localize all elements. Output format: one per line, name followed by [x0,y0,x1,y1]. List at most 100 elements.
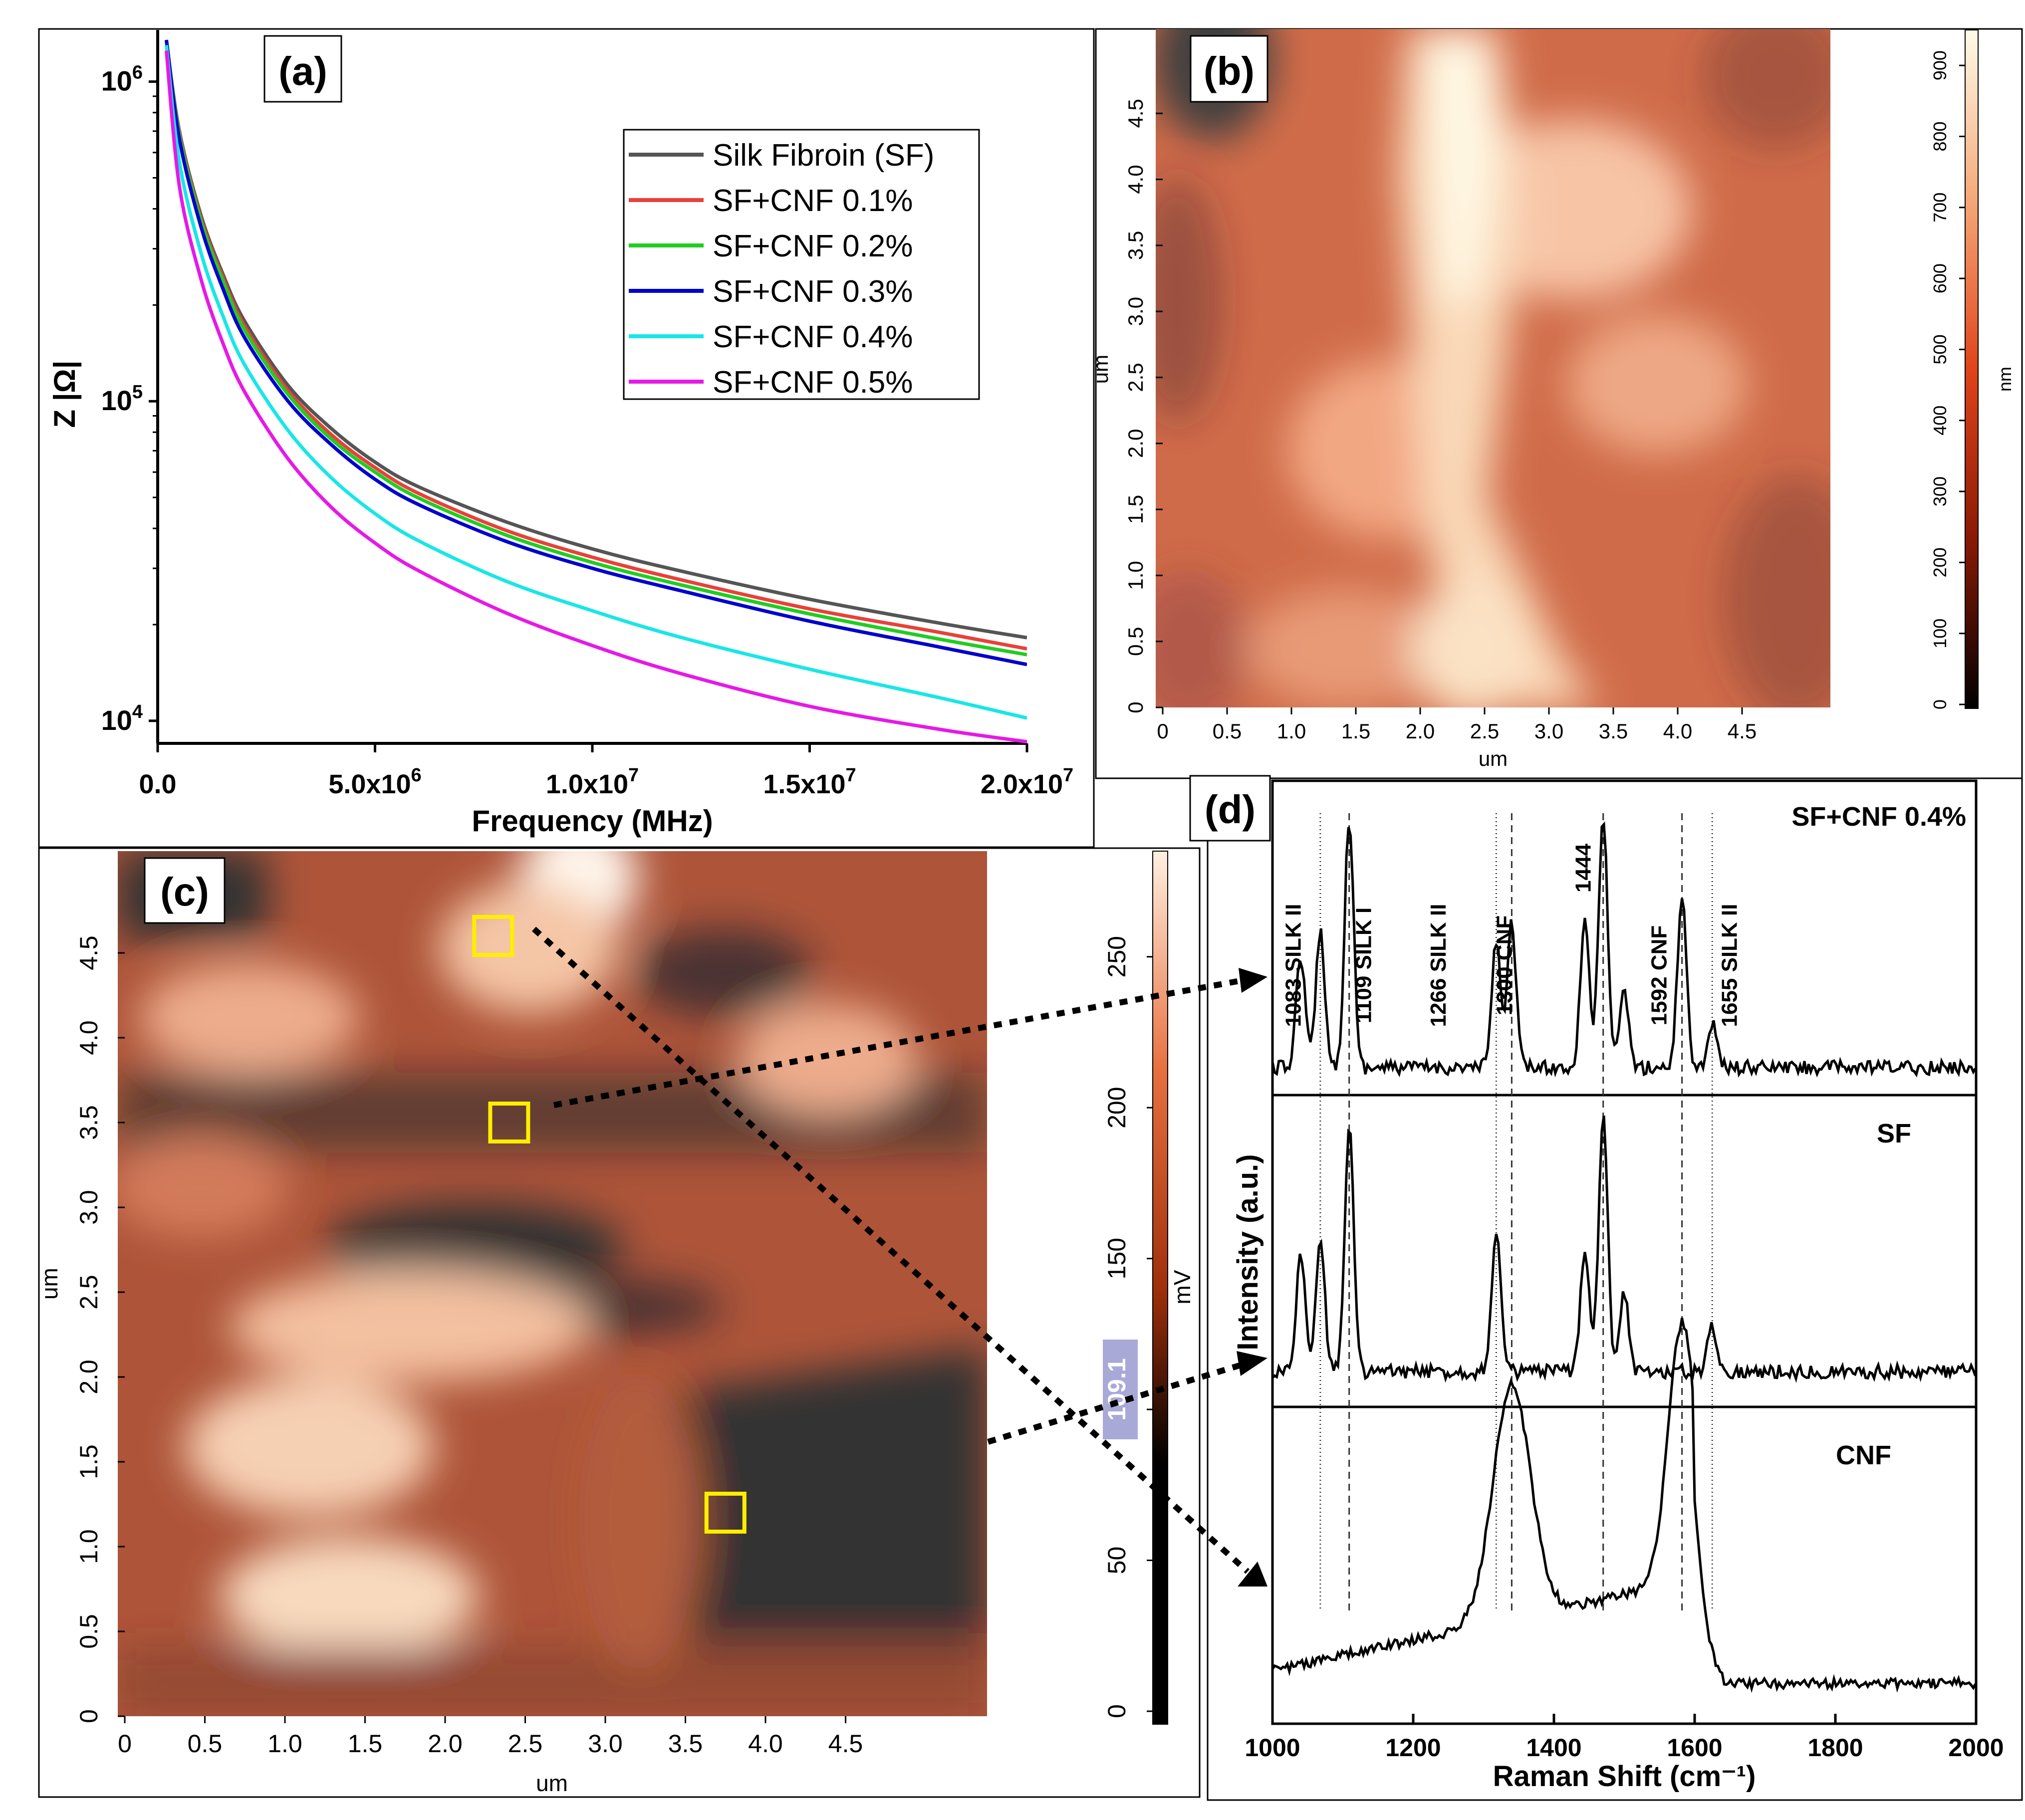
cbar-tick-label: 200 [1930,547,1950,577]
panel-c-kpfm-image [118,851,987,1716]
a-legend-entry: SF+CNF 0.1% [713,184,913,218]
cbar-tick-label: 500 [1930,334,1950,364]
img-x-tick-label: 2.5 [508,1730,543,1758]
img-y-tick-label: 3.0 [1124,297,1147,326]
a-y-tick-label: 105 [101,382,143,416]
panel-b-label: (b) [1204,49,1255,93]
c-probe-marker [704,1492,747,1534]
c-y-axis-label: um [36,1268,62,1300]
d-peak-annotation: 1300 CNF [1492,915,1517,1016]
panel-d-raman: 1000 1200 1400 1600 1800 2000 1083 SILK II 110… [1189,775,2004,1793]
cbar-tick-label: 800 [1930,121,1950,151]
panel-d-frame [1207,777,2023,1801]
panel-c-axes: 0 0.5 1.0 1.5 2.0 2.5 3.0 3.5 4.0 4.5 0 0.5 1.0 1.5 2… [36,857,863,1796]
cbar-tick-label: 400 [1930,406,1950,436]
c-probe-markers [472,915,747,1534]
img-y-tick-label: 4.5 [1124,99,1147,128]
img-x-tick-label: 0.5 [188,1730,223,1758]
panel-b-afm-image [1156,29,1830,707]
cbar-tick-label: 700 [1930,193,1950,223]
d-peak-annotations: 1083 SILK II 1109 SILK I 1266 SILK II 1300 … [1281,844,1742,1027]
img-y-tick-label: 1.0 [75,1529,103,1564]
b-x-axis-label: um [1479,747,1508,770]
d-peak-annotation: 1083 SILK II [1281,904,1305,1027]
d-peak-annotation: 1266 SILK II [1426,904,1451,1027]
img-x-tick-label: 1.5 [1341,719,1370,743]
d-x-tick-label: 1400 [1526,1734,1581,1762]
img-x-tick-label: 3.5 [668,1730,703,1758]
d-series-label-0: SF+CNF 0.4% [1791,802,1966,832]
img-y-tick-label: 2.0 [75,1360,103,1394]
a-y-ticks: 104 105 106 [101,62,158,736]
img-y-tick-label: 0 [75,1709,103,1723]
a-x-tick-label: 5.0x106 [328,765,421,799]
img-y-tick-label: 0.5 [1124,627,1147,656]
c-probe-marker [488,1102,530,1143]
panel-d-label: (d) [1205,787,1256,832]
img-x-tick-label: 1.0 [267,1730,302,1758]
img-y-tick-label: 4.5 [75,935,103,970]
c-to-d-arrows [531,926,1250,1574]
arrow-upper [531,926,1250,1574]
d-peak-annotation: 1444 [1571,844,1595,893]
img-x-tick-label: 3.0 [1534,719,1563,743]
panel-c-colorbar: 050100150200250 109.1 mV [1103,851,1195,1725]
c-colorbar-unit: mV [1169,1270,1195,1304]
cbar-tick-label: 0 [1103,1704,1131,1718]
a-series-line [164,45,1027,720]
img-x-tick-label: 2.0 [1406,719,1435,743]
cbar-tick-label: 900 [1930,50,1950,80]
a-x-tick-label: 0.0 [139,769,176,799]
d-x-tick-label: 1000 [1245,1734,1300,1762]
cbar-tick-label: 300 [1930,476,1950,506]
d-spectrum-line [1271,821,1977,1078]
img-y-tick-label: 4.0 [1124,165,1147,194]
img-y-tick-label: 0.5 [75,1614,103,1649]
img-x-tick-label: 2.0 [428,1730,463,1758]
a-series-lines [164,39,1027,743]
arrow-lower [987,1362,1244,1445]
img-x-tick-label: 0.5 [1213,719,1242,743]
d-spectra [1271,821,1977,1693]
cbar-tick-label: 100 [1930,619,1950,649]
d-y-axis-label: Intensity (a.u.) [1232,1154,1264,1350]
img-y-tick-label: 3.5 [75,1105,103,1140]
d-peak-annotation: 1592 CNF [1647,925,1672,1026]
a-x-tick-label: 2.0x107 [981,765,1073,799]
a-legend-entry: SF+CNF 0.5% [713,365,913,400]
a-series-line [164,39,1027,667]
d-spectrum-line [1271,1115,1977,1383]
c-x-axis-label: um [536,1770,568,1796]
a-y-tick-label: 104 [101,701,143,736]
c-probe-marker [472,915,514,957]
d-peak-annotation: 1655 SILK II [1718,904,1742,1027]
a-legend: Silk Fibroin (SF) SF+CNF 0.1% SF+CNF 0.2% S… [623,129,980,400]
cbar-tick-label: 150 [1103,1238,1131,1279]
c-colorbar-marker: 109.1 [1103,1358,1131,1420]
cbar-tick-label: 0 [1930,699,1950,709]
d-series-label-2: CNF [1836,1440,1891,1470]
img-x-tick-label: 2.5 [1470,719,1499,743]
cbar-tick-label: 200 [1103,1087,1131,1128]
img-x-tick-label: 4.0 [748,1730,783,1758]
panel-c-frame [38,847,1201,1798]
img-y-tick-label: 2.5 [75,1275,103,1310]
panel-a-label: (a) [278,49,327,93]
b-colorbar-unit: nm [1995,367,2015,392]
a-legend-entry: Silk Fibroin (SF) [713,138,934,173]
a-x-ticks: 0.0 5.0x106 1.0x107 1.5x107 2.0x107 [139,743,1073,799]
a-y-tick-label: 106 [101,62,143,97]
d-x-tick-label: 1200 [1385,1734,1441,1762]
d-series-label-1: SF [1877,1119,1911,1148]
img-x-tick-label: 1.0 [1277,719,1306,743]
d-x-tick-label: 1800 [1807,1734,1863,1762]
panel-b-colorbar: 0 100 200 300 400 500 600 700 800 900 nm [1930,29,2015,709]
arrowhead-lower [1237,1351,1267,1376]
a-x-tick-label: 1.0x107 [546,765,639,799]
a-legend-entry: SF+CNF 0.3% [713,274,913,309]
a-legend-entry: SF+CNF 0.2% [713,229,913,263]
img-x-tick-label: 1.5 [348,1730,383,1758]
img-y-tick-label: 3.5 [1124,231,1147,260]
c-to-d-arrowheads [1237,968,1267,1587]
